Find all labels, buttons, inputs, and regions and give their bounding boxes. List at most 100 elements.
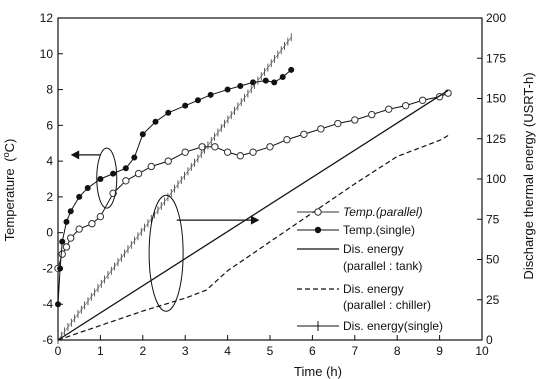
y-left-tick-label: 10: [40, 47, 54, 61]
legend-label-energy-chiller: Dis. energy: [343, 282, 404, 296]
series-0-point: [334, 119, 342, 128]
series-1-point: [288, 66, 295, 73]
series-0-point: [88, 220, 96, 228]
series-0-point: [211, 143, 219, 151]
series-1-point: [194, 97, 201, 104]
series-0-point: [236, 152, 245, 160]
series-0-point: [181, 148, 189, 156]
series-0-point: [351, 116, 359, 124]
series-1-point: [139, 131, 146, 138]
y-right-tick-label: 0: [486, 333, 493, 347]
x-tick-label: 4: [224, 344, 231, 358]
series-1-point: [237, 82, 244, 89]
y-right-tick-label: 150: [486, 92, 506, 106]
y-left-tick-label: 6: [46, 118, 53, 132]
x-tick-label: 9: [436, 344, 443, 358]
y-axis-label-left-unit: C): [2, 139, 17, 153]
x-tick-label: 7: [351, 344, 358, 358]
y-left-tick-label: 0: [46, 226, 53, 240]
y-left-tick-label: -4: [42, 297, 53, 311]
series-0-point: [317, 125, 325, 133]
series-1-point: [63, 218, 70, 225]
x-tick-label: 1: [97, 344, 104, 358]
series-0-point: [385, 105, 393, 113]
series-1-point: [76, 193, 83, 200]
y-left-tick-label: -6: [42, 333, 53, 347]
x-tick-label: 10: [475, 344, 489, 358]
annotation-ellipse-temp: [96, 147, 118, 209]
legend-marker-temp-single: [314, 226, 322, 234]
legend-label-temp-single: Temp.(single): [343, 223, 415, 237]
y-right-tick-label: 25: [486, 293, 500, 307]
series-2-line: [57, 89, 449, 341]
x-tick-label: 2: [139, 344, 146, 358]
series-0-point: [62, 243, 71, 251]
x-tick-label: 8: [394, 344, 401, 358]
series-4-line: [57, 37, 292, 341]
y-right-tick-label: 200: [486, 11, 506, 25]
series-1-point: [122, 165, 129, 172]
series-0-point: [134, 169, 143, 178]
series-1-point: [271, 79, 278, 86]
plot-frame: [57, 17, 483, 341]
series-0-point: [401, 101, 410, 110]
series-0-point: [96, 212, 105, 221]
series-1-point: [67, 208, 74, 215]
y-right-tick-label: 175: [486, 51, 506, 65]
series-0-point: [67, 234, 75, 242]
series-1-point: [207, 91, 214, 98]
legend-marker-temp-parallel: [314, 208, 322, 216]
series-1-point: [110, 170, 117, 177]
series-1-point: [59, 238, 66, 245]
legend: Temp.(parallel) Temp.(single) Dis. energ…: [297, 205, 443, 333]
y-left-tick-label: 8: [46, 83, 53, 97]
x-tick-label: 3: [182, 344, 189, 358]
legend-label-energy-tank: Dis. energy: [343, 242, 404, 256]
series-1-point: [262, 77, 269, 84]
plot-border: [57, 17, 483, 341]
series-0-point: [147, 162, 155, 171]
series-1-point: [165, 109, 172, 116]
tick-layer: 0 1 2 3 4 5 6 7 8 9 10-6-4-20246810120255075100125…: [40, 11, 507, 358]
annotation-layer: [70, 147, 260, 312]
y-left-tick-label: -2: [42, 261, 53, 275]
annotation-arrow-temp-head: [70, 150, 80, 160]
series-0-point: [368, 110, 376, 119]
x-tick-label: 5: [267, 344, 274, 358]
series-1-point: [97, 176, 104, 182]
series-1-point: [152, 118, 159, 125]
series-0-point: [58, 250, 66, 258]
series-0-point: [122, 177, 130, 185]
y-right-tick-label: 100: [486, 172, 506, 186]
annotation-ellipse-energy: [148, 194, 184, 312]
legend-label-energy-single: Dis. energy(single): [343, 319, 443, 333]
y-left-tick-label: 4: [46, 154, 53, 168]
annotation-arrow-energy-head: [250, 215, 260, 225]
legend-label-energy-chiller-line2: (parallel : chiller): [343, 298, 431, 312]
series-layer: [54, 33, 452, 344]
x-tick-label: 0: [55, 344, 62, 358]
series-0-point: [75, 225, 83, 233]
legend-label-temp-parallel: Temp.(parallel): [343, 205, 423, 219]
y-right-tick-label: 125: [486, 132, 506, 146]
series-1-point: [224, 86, 231, 93]
y-left-tick-label: 2: [46, 190, 53, 204]
series-0-point: [283, 135, 291, 144]
series-1-point: [182, 102, 189, 109]
legend-label-energy-tank-line2: (parallel : tank): [343, 259, 422, 273]
y-right-tick-label: 75: [486, 212, 500, 226]
x-axis-label: Time (h): [294, 364, 342, 379]
series-0-point: [198, 143, 206, 151]
x-tick-label: 6: [309, 344, 316, 358]
series-3-line: [57, 135, 449, 341]
y-axis-label-left-text: Temperature: [2, 168, 17, 241]
series-0-point: [418, 96, 427, 104]
series-0-point: [249, 148, 257, 156]
series-0-point: [300, 130, 308, 138]
series-0-point: [164, 157, 172, 165]
series-0-point: [266, 143, 274, 151]
y-axis-label-right: Discharge thermal energy (USRT-h): [521, 72, 536, 279]
y-right-tick-label: 50: [486, 253, 500, 267]
series-1-point: [279, 74, 286, 81]
